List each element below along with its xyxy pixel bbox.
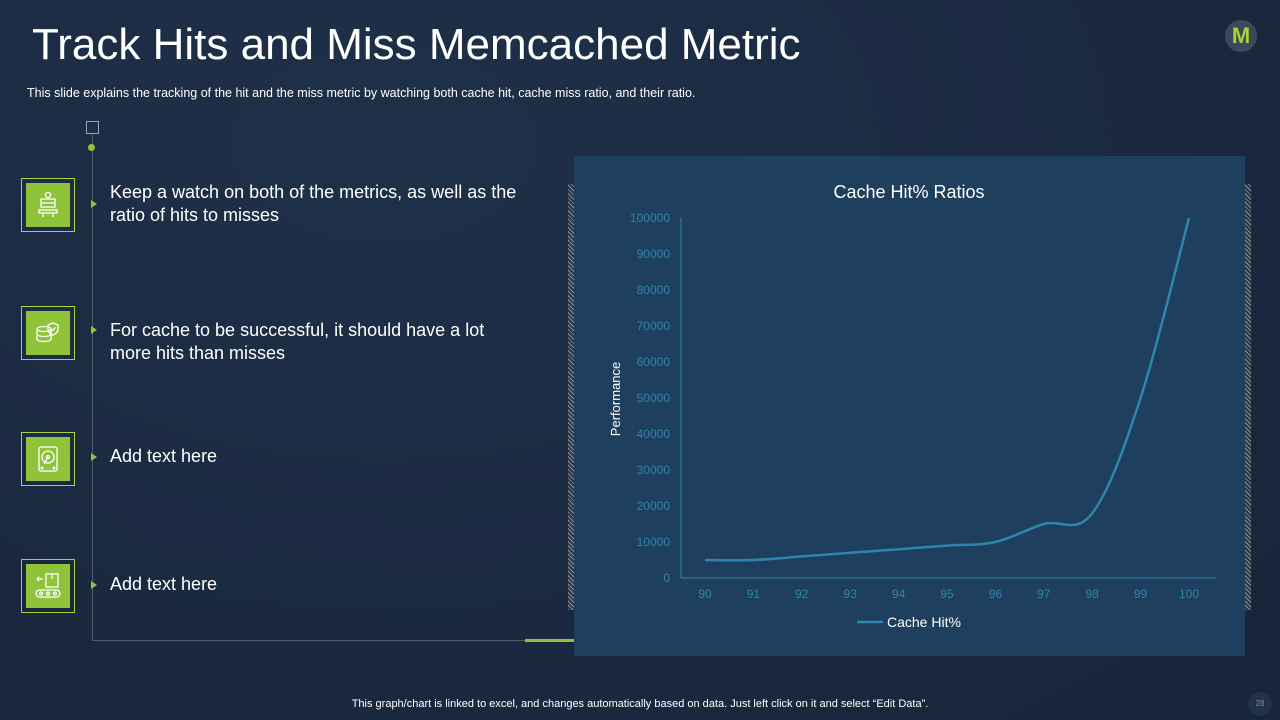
- x-tick-label: 93: [844, 587, 858, 601]
- series-line-cache-hit: [704, 217, 1191, 562]
- x-tick-label: 98: [1086, 587, 1100, 601]
- conveyor-box-icon: [35, 573, 61, 598]
- bullet-icon-box-2: [21, 306, 75, 360]
- y-tick-label: 70000: [637, 319, 671, 333]
- timeline-start-dot: [88, 144, 95, 151]
- bullet-icon-box-1: [21, 178, 75, 232]
- page-subtitle: This slide explains the tracking of the …: [27, 86, 696, 100]
- chart-hatch-left: [568, 184, 574, 610]
- timeline-vertical-line: [92, 134, 93, 641]
- y-tick-label: 50000: [637, 391, 671, 405]
- page-title: Track Hits and Miss Memcached Metric: [32, 20, 801, 69]
- bullet-icon-box-4: [21, 559, 75, 613]
- y-tick-label: 10000: [637, 535, 671, 549]
- x-tick-label: 95: [940, 587, 954, 601]
- timeline-accent-bar: [525, 639, 578, 642]
- bullet-arrow-2: [91, 326, 97, 334]
- page-number: 28: [1248, 692, 1272, 716]
- logo: M: [1225, 20, 1257, 52]
- chart-background[interactable]: [574, 156, 1245, 656]
- footer-note: This graph/chart is linked to excel, and…: [351, 698, 929, 710]
- bullet-text-2: For cache to be successful, it should ha…: [110, 320, 485, 363]
- x-tick-label: 97: [1037, 587, 1051, 601]
- bullet-text-3: Add text here: [110, 446, 218, 466]
- y-tick-label: 80000: [637, 283, 671, 297]
- presentation-icon: [38, 191, 58, 217]
- logo-letter: M: [1231, 23, 1251, 48]
- bullet-text-4: Add text here: [110, 574, 218, 594]
- y-tick-label: 0: [663, 571, 670, 585]
- hard-drive-icon: [38, 446, 58, 472]
- y-tick-label: 60000: [637, 355, 671, 369]
- x-tick-label: 91: [747, 587, 761, 601]
- cache-hit-chart[interactable]: Cache Hit% Ratios Performance 0 10000 2000…: [574, 156, 1245, 656]
- timeline-start-square: [86, 121, 99, 134]
- chart-title: Cache Hit% Ratios: [833, 182, 984, 202]
- chart-hatch-right: [1245, 184, 1251, 610]
- x-tick-label: 94: [892, 587, 906, 601]
- timeline-horizontal-line: [92, 640, 622, 641]
- legend-label-cache-hit: Cache Hit%: [887, 614, 961, 630]
- x-tick-label: 90: [698, 587, 712, 601]
- y-tick-label: 20000: [637, 499, 671, 513]
- x-tick-label: 99: [1134, 587, 1148, 601]
- x-tick-label: 92: [795, 587, 809, 601]
- bullet-arrow-1: [91, 200, 97, 208]
- y-tick-label: 30000: [637, 463, 671, 477]
- bullet-arrow-4: [91, 581, 97, 589]
- y-tick-label: 100000: [630, 211, 670, 225]
- secure-database-icon: [36, 322, 59, 343]
- y-tick-label: 90000: [637, 247, 671, 261]
- chart-y-axis-label: Performance: [608, 362, 623, 436]
- bullet-icon-box-3: [21, 432, 75, 486]
- y-tick-label: 40000: [637, 427, 671, 441]
- bullet-arrow-3: [91, 453, 97, 461]
- bullet-text-1: Keep a watch on both of the metrics, as …: [110, 182, 517, 225]
- x-tick-label: 100: [1179, 587, 1199, 601]
- x-tick-label: 96: [989, 587, 1003, 601]
